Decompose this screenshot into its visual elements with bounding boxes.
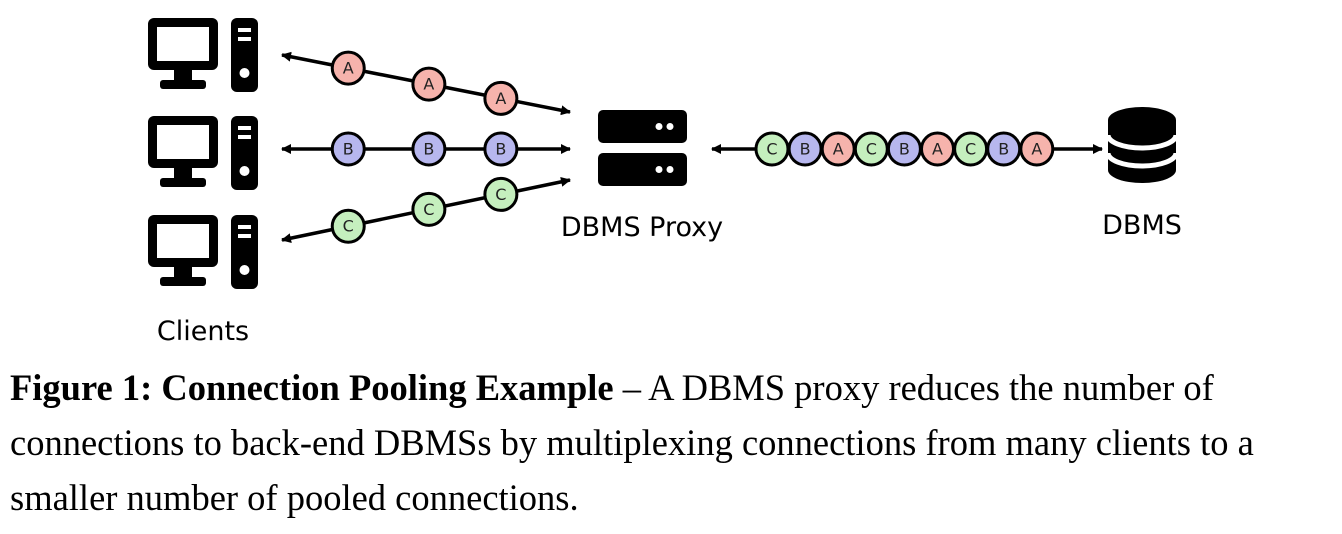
token-a-circle [330,50,366,86]
connection-pooling-diagram: A A A B B B C C C C B A C B A C B A DBMS Proxy DBMS Clien… [148,18,1182,347]
token-b-circle [483,131,519,167]
token-a-label: A [495,89,506,108]
figure-caption: Figure 1: Connection Pooling Example – A… [10,360,1335,525]
token-b-label: B [495,140,506,159]
desktop-computer-icon [148,116,258,190]
token-c-label: C [343,217,354,236]
token-a-circle [483,80,519,116]
token-c-label: C [766,140,777,159]
token-b-label: B [343,140,354,159]
token-a-label: A [833,140,844,159]
token-b-circle [330,131,366,167]
token-b-label: B [423,140,434,159]
caption-separator: – [613,367,649,408]
token-b-label: B [899,140,910,159]
client-computer-1 [148,18,258,92]
token-c-label: C [866,140,877,159]
token-c-circle [330,208,366,244]
token-a-circle [411,66,447,102]
token-b-label: B [998,140,1009,159]
token-a-label: A [932,140,943,159]
token-a-label: A [1031,140,1042,159]
token-a-label: A [343,59,354,78]
server-icon [598,110,687,186]
client-computer-3 [148,215,258,289]
desktop-computer-icon [148,215,258,289]
clients-label: Clients [157,316,249,347]
connection-tokens: A A A B B B C C C C B A C B A C B A [330,50,1055,244]
dbms-label: DBMS [1102,210,1182,241]
database-icon [1105,107,1179,183]
desktop-computer-icon [148,18,258,92]
token-c-label: C [423,200,434,219]
token-c-circle [483,176,519,212]
client-computer-2 [148,116,258,190]
token-c-label: C [495,185,506,204]
token-a-circle [1019,131,1055,167]
token-b-circle [411,131,447,167]
token-c-circle [411,191,447,227]
token-b-label: B [800,140,811,159]
proxy-label: DBMS Proxy [561,212,723,243]
token-c-label: C [965,140,976,159]
caption-title: Figure 1: Connection Pooling Example [10,367,614,408]
token-a-label: A [423,75,434,94]
caption-text: A DBMS proxy reduces the number of conne… [10,367,1254,518]
